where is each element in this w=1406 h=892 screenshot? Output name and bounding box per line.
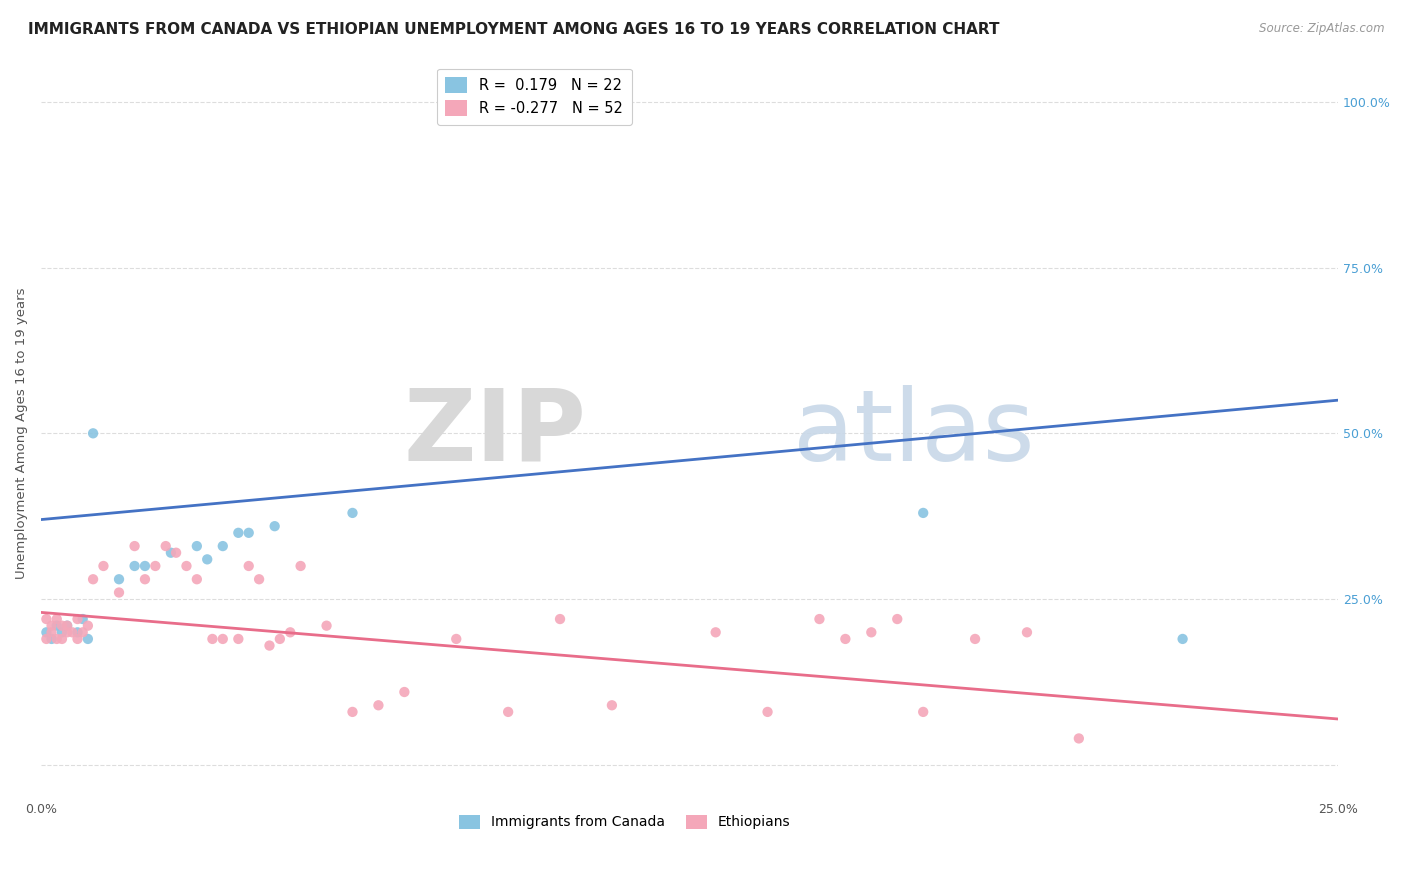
Point (41, 632, 63, 646)
Point (66, 625, 89, 640)
Point (704, 625, 727, 640)
Point (912, 705, 935, 719)
Point (195, 552, 218, 566)
Point (66, 612, 89, 626)
Point (35, 612, 58, 626)
Point (278, 625, 301, 640)
Point (211, 539, 233, 553)
Point (860, 625, 883, 640)
Point (72, 625, 94, 640)
Text: Source: ZipAtlas.com: Source: ZipAtlas.com (1260, 22, 1385, 36)
Point (77, 632, 100, 646)
Point (269, 632, 291, 646)
Point (186, 572, 208, 586)
Text: IMMIGRANTS FROM CANADA VS ETHIOPIAN UNEMPLOYMENT AMONG AGES 16 TO 19 YEARS CORRE: IMMIGRANTS FROM CANADA VS ETHIOPIAN UNEM… (28, 22, 1000, 37)
Point (124, 539, 146, 553)
Point (394, 685, 416, 699)
Point (315, 618, 337, 632)
Point (77, 618, 100, 632)
Point (176, 559, 198, 574)
Point (496, 705, 519, 719)
Point (808, 612, 831, 626)
Point (247, 572, 270, 586)
Point (600, 698, 623, 713)
Point (201, 632, 224, 646)
Point (51, 632, 73, 646)
Point (82, 572, 104, 586)
Point (41, 625, 63, 640)
Point (965, 632, 987, 646)
Point (211, 632, 233, 646)
Point (756, 705, 779, 719)
Point (446, 632, 468, 646)
Point (124, 559, 146, 574)
Point (41, 618, 63, 632)
Point (1015, 625, 1038, 640)
Point (342, 705, 364, 719)
Legend: Immigrants from Canada, Ethiopians: Immigrants from Canada, Ethiopians (454, 809, 796, 835)
Point (134, 572, 156, 586)
Point (834, 632, 856, 646)
Point (56, 618, 79, 632)
Point (82, 426, 104, 441)
Point (56, 618, 79, 632)
Point (108, 572, 131, 586)
Point (56, 625, 79, 640)
Point (51, 625, 73, 640)
Point (108, 585, 131, 599)
Point (155, 539, 177, 553)
Y-axis label: Unemployment Among Ages 16 to 19 years: Unemployment Among Ages 16 to 19 years (15, 287, 28, 579)
Point (60, 625, 83, 640)
Point (72, 612, 94, 626)
Point (367, 698, 389, 713)
Point (66, 632, 89, 646)
Point (45, 612, 67, 626)
Point (548, 612, 571, 626)
Point (51, 618, 73, 632)
Point (1067, 731, 1090, 746)
Point (160, 546, 183, 560)
Point (912, 506, 935, 520)
Point (134, 559, 156, 574)
Text: atlas: atlas (793, 384, 1035, 482)
Point (93, 559, 115, 574)
Point (186, 539, 208, 553)
Point (165, 546, 187, 560)
Point (238, 525, 260, 540)
Point (228, 632, 250, 646)
Point (1171, 632, 1194, 646)
Point (263, 519, 285, 533)
Text: ZIP: ZIP (404, 384, 586, 482)
Point (143, 559, 166, 574)
Point (45, 618, 67, 632)
Point (259, 639, 281, 653)
Point (342, 506, 364, 520)
Point (886, 612, 908, 626)
Point (35, 632, 58, 646)
Point (228, 525, 250, 540)
Point (238, 559, 260, 574)
Point (35, 625, 58, 640)
Point (45, 632, 67, 646)
Point (290, 559, 312, 574)
